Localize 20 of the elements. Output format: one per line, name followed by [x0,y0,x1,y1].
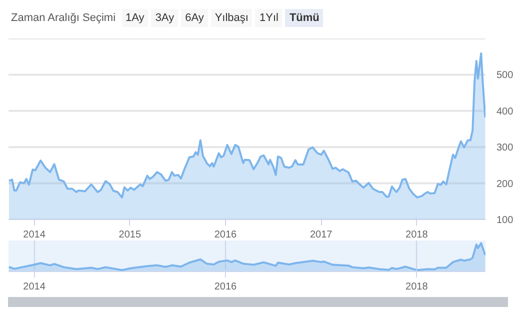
x-tick-label: 2018 [406,282,428,292]
x-tick-label: 2014 [23,230,46,240]
x-tick-label: 2014 [23,282,46,292]
text: 1Yıl [255,9,282,27]
y-tick-label: 300 [496,142,514,154]
text: Zaman Aralığı Seçimi [11,12,116,24]
text: 3Ay [151,9,178,27]
x-tick-label: 2015 [118,230,142,240]
text: Tümü [285,9,324,27]
y-tick-label: 500 [496,70,514,82]
y-tick-label: 100 [496,215,514,226]
y-tick-label: 400 [496,106,514,118]
x-tick-label: 2016 [214,230,238,240]
text: 6Ay [181,9,208,27]
x-tick-label: 2018 [406,230,428,240]
y-tick-label: 200 [496,178,514,190]
text: Yılbaşı [210,9,252,27]
x-tick-label: 2017 [310,230,333,240]
text: 1Ay [122,9,148,27]
x-tick-label: 2016 [214,282,238,292]
